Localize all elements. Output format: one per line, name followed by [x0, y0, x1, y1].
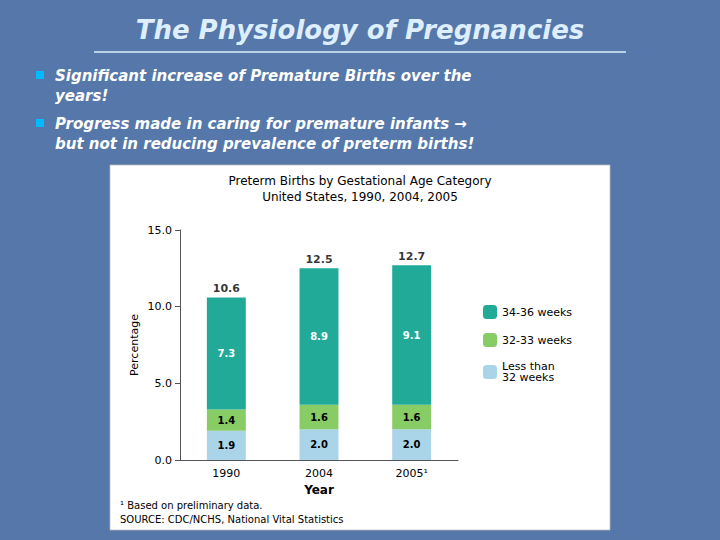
svg-text:The Physiology of Pregnancies: The Physiology of Pregnancies: [136, 15, 585, 45]
svg-text:12.5: 12.5: [305, 253, 332, 266]
svg-text:1990: 1990: [212, 467, 240, 480]
svg-text:34-36 weeks: 34-36 weeks: [502, 306, 572, 319]
svg-text:Less than: Less than: [502, 360, 555, 373]
svg-text:2.0: 2.0: [310, 439, 328, 450]
svg-text:Significant increase of Premat: Significant increase of Premature Births…: [55, 67, 472, 85]
svg-text:2005¹: 2005¹: [395, 467, 427, 480]
svg-text:10.6: 10.6: [213, 282, 240, 295]
svg-text:1.4: 1.4: [217, 415, 235, 426]
svg-text:15.0: 15.0: [148, 224, 173, 237]
svg-text:1.9: 1.9: [217, 440, 235, 451]
svg-text:1.6: 1.6: [403, 412, 421, 423]
svg-text:10.0: 10.0: [148, 300, 173, 313]
svg-text:years!: years!: [55, 87, 108, 105]
svg-text:5.0: 5.0: [155, 377, 173, 390]
svg-text:Progress made in caring for pr: Progress made in caring for premature in…: [55, 115, 467, 133]
svg-text:2.0: 2.0: [403, 439, 421, 450]
svg-text:12.7: 12.7: [398, 250, 425, 263]
svg-text:1.6: 1.6: [310, 412, 328, 423]
svg-text:2004: 2004: [305, 467, 333, 480]
svg-text:Year: Year: [303, 483, 334, 497]
svg-text:9.1: 9.1: [403, 330, 421, 341]
svg-text:Preterm Births by Gestational: Preterm Births by Gestational Age Catego…: [228, 174, 491, 188]
svg-text:32 weeks: 32 weeks: [502, 371, 554, 384]
svg-text:SOURCE: CDC/NCHS, National Vit: SOURCE: CDC/NCHS, National Vital Statist…: [120, 514, 344, 525]
svg-text:¹ Based on preliminary data.: ¹ Based on preliminary data.: [120, 500, 263, 511]
svg-text:0.0: 0.0: [155, 454, 173, 467]
svg-text:Percentage: Percentage: [128, 314, 141, 376]
svg-text:United States, 1990, 2004, 200: United States, 1990, 2004, 2005: [262, 190, 458, 204]
svg-text:8.9: 8.9: [310, 331, 328, 342]
svg-text:but not in reducing prevalence: but not in reducing prevalence of preter…: [55, 135, 474, 153]
svg-text:32-33 weeks: 32-33 weeks: [502, 334, 572, 347]
svg-text:7.3: 7.3: [217, 348, 235, 359]
